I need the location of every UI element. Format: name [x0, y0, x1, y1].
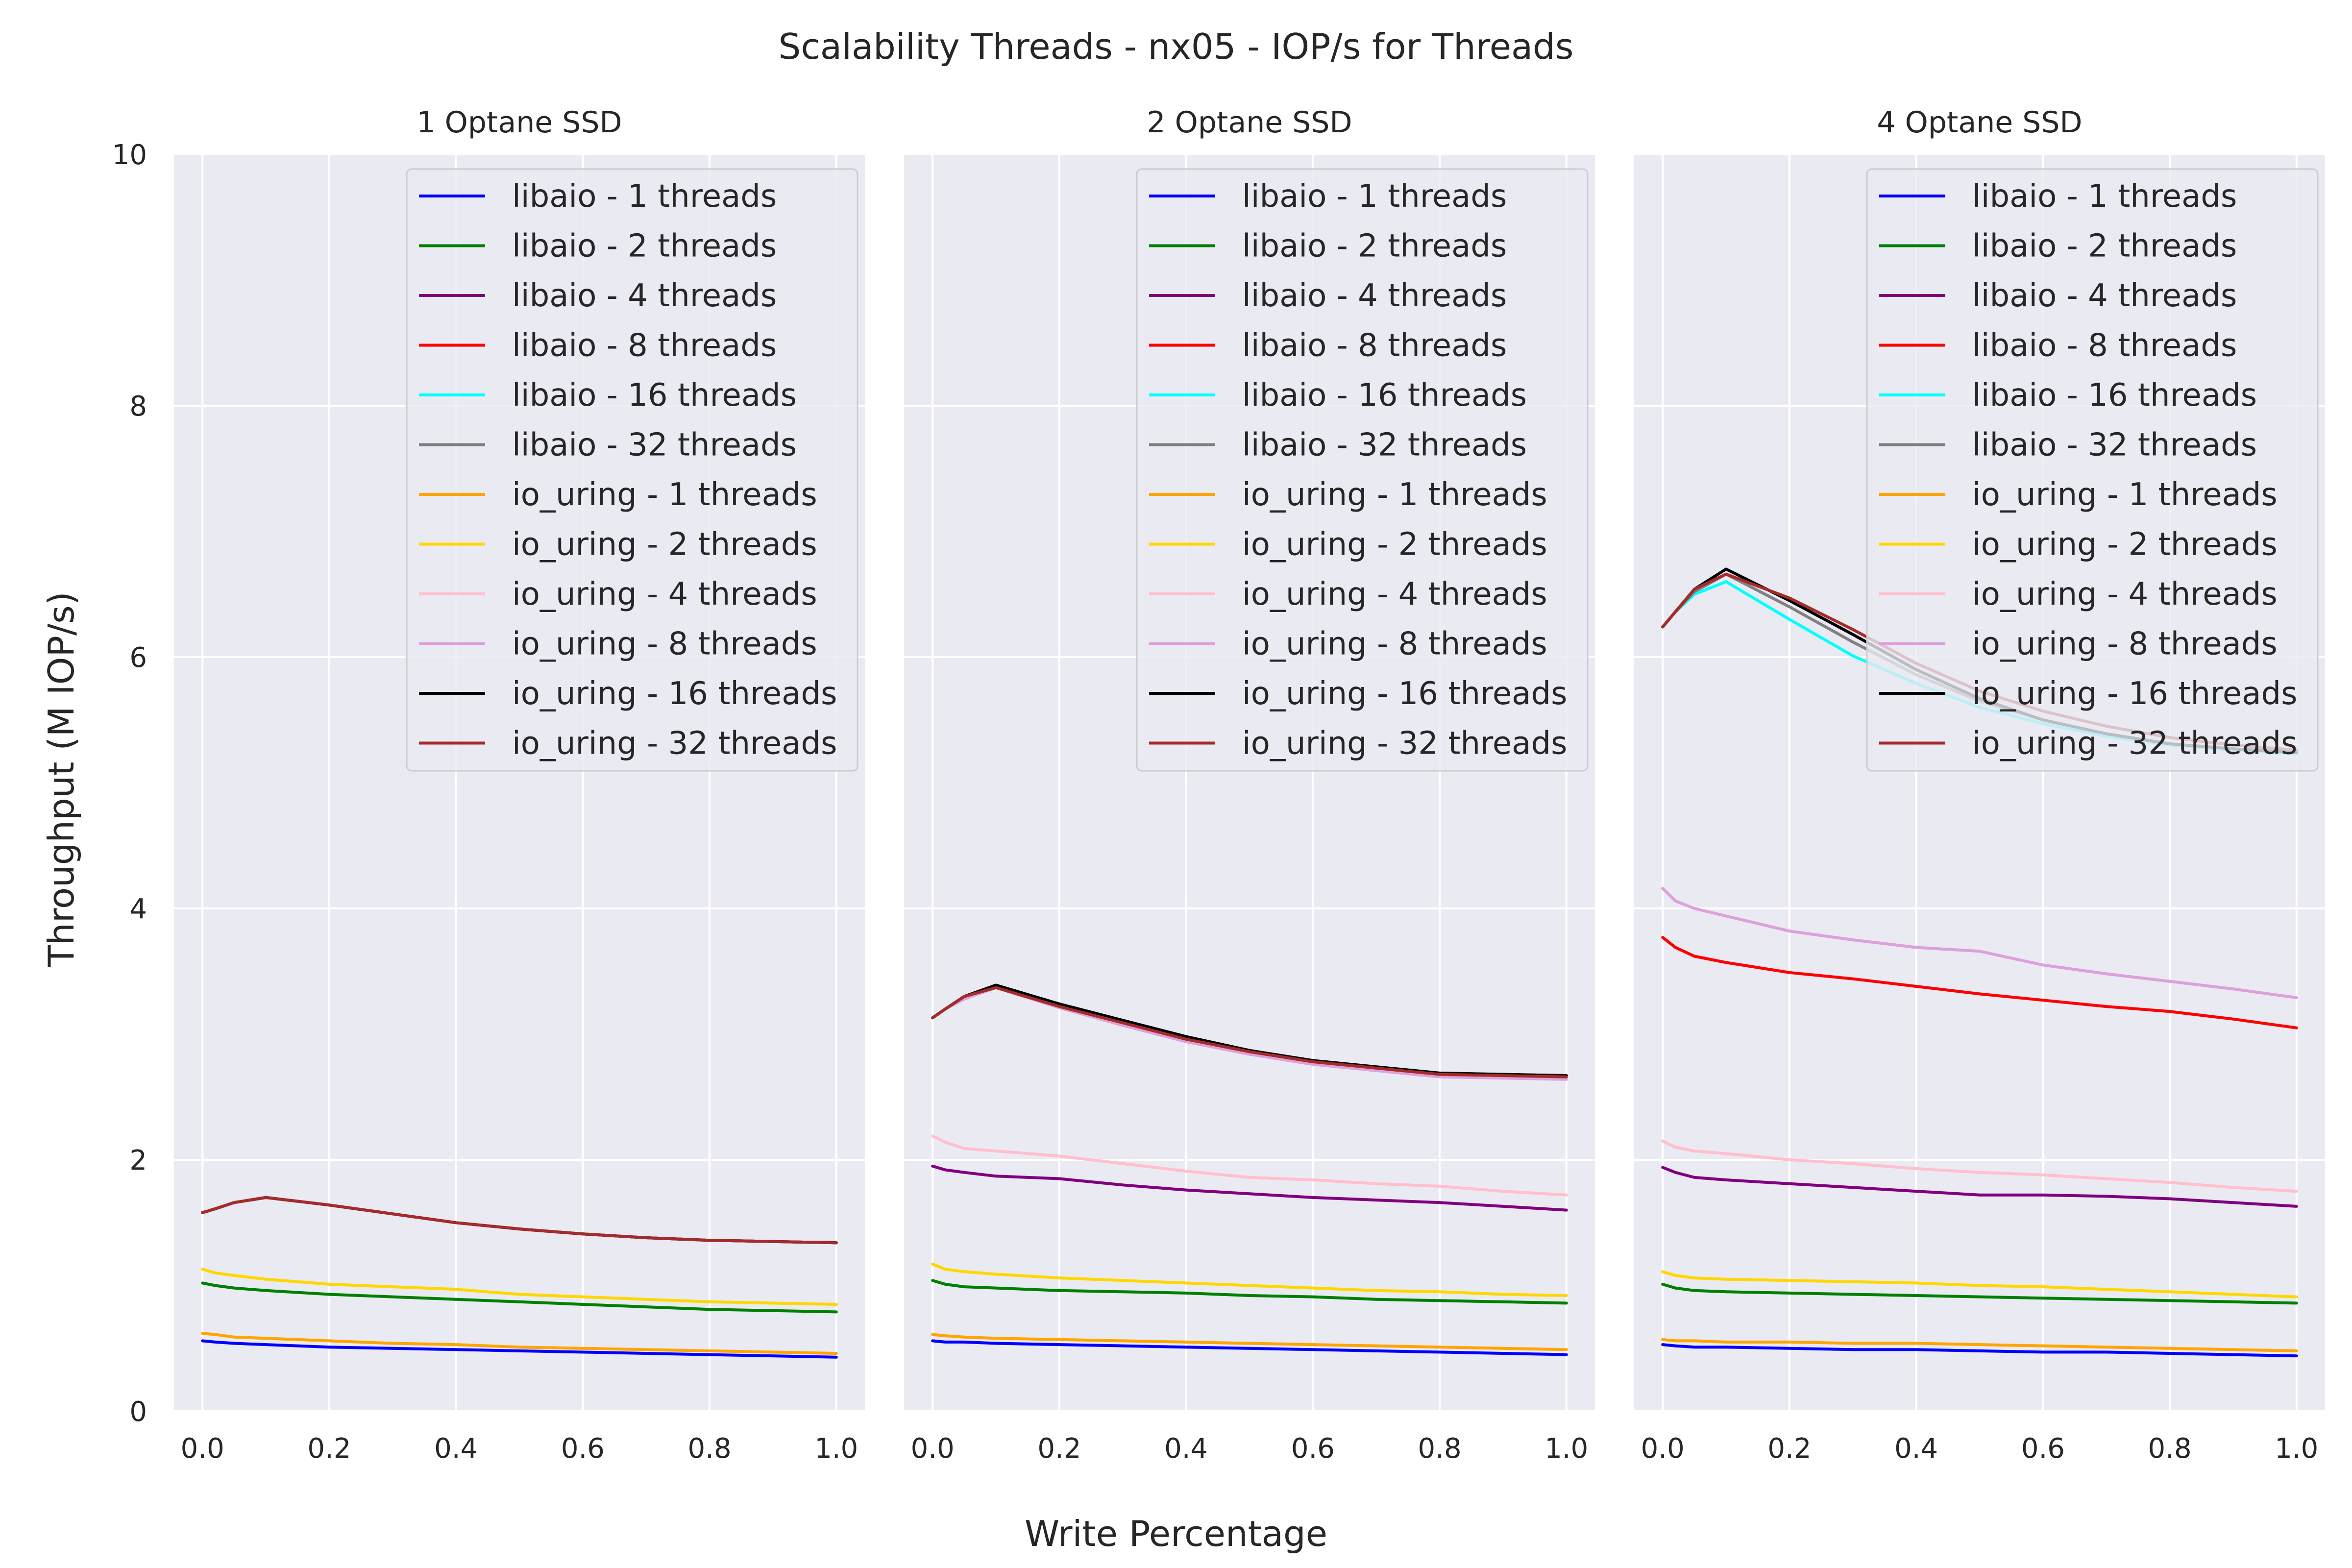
series-line-libaio-1-threads — [1661, 1343, 2298, 1358]
series-line-io-uring-2-threads — [931, 1262, 1568, 1297]
panels: 0.0 0.2 0.4 0.6 0.8 1.0 0 2 4 6 8 10 1 Optane SSD lib… — [112, 105, 2325, 1465]
series-line-libaio-2-threads — [201, 1281, 838, 1314]
legend-label: libaio - 32 threads — [1242, 427, 1527, 464]
series-line-libaio-1-threads — [201, 1339, 838, 1359]
series-line-libaio-1-threads — [931, 1339, 1568, 1356]
legend-label: io_uring - 32 threads — [1242, 726, 1567, 762]
legend-box — [1136, 168, 1589, 772]
x-tick-label: 0.8 — [1418, 1433, 1462, 1465]
x-tick-label: 0.0 — [1641, 1433, 1685, 1465]
series-line-io-uring-1-threads — [1661, 1338, 2298, 1352]
series-line-io-uring-2-threads — [1661, 1270, 2298, 1298]
panel-3: 0.0 0.2 0.4 0.6 0.8 1.0 4 Optane SSD libaio - 1… — [1634, 105, 2325, 1465]
series-line-libaio-4-threads — [931, 1164, 1568, 1212]
series-line-io-uring-32-threads — [201, 1196, 838, 1245]
legend-label: io_uring - 1 threads — [1242, 477, 1547, 513]
legend-box — [1866, 168, 2319, 772]
x-tick-label: 1.0 — [1544, 1433, 1588, 1465]
y-tick-label: 8 — [129, 391, 147, 422]
legend-label: libaio - 4 threads — [1242, 278, 1507, 314]
y-tick-label: 6 — [129, 642, 147, 674]
legend-label: io_uring - 2 threads — [1972, 527, 2278, 563]
x-tick-label: 0.0 — [181, 1433, 224, 1465]
legend-label: io_uring - 8 threads — [512, 626, 817, 662]
legend-label: libaio - 4 threads — [512, 278, 777, 314]
x-tick-label: 1.0 — [2275, 1433, 2318, 1465]
legend-label: libaio - 16 threads — [1972, 377, 2257, 414]
legend-box — [406, 168, 858, 772]
legend-label: io_uring - 32 threads — [1972, 726, 2297, 762]
series-line-libaio-8-threads — [1661, 936, 2298, 1029]
legend-label: libaio - 2 threads — [512, 228, 777, 265]
x-tick-label: 0.2 — [1037, 1433, 1081, 1465]
legend-label: io_uring - 4 threads — [1972, 576, 2278, 612]
legend: libaio - 1 threads libaio - 2 threads liba… — [1866, 168, 2319, 772]
x-tick-label: 0.4 — [1894, 1433, 1938, 1465]
x-tick-label: 0.6 — [1291, 1433, 1335, 1465]
legend-label: libaio - 32 threads — [1972, 427, 2257, 464]
panel-title: 4 Optane SSD — [1877, 105, 2082, 140]
y-tick-label: 10 — [112, 139, 147, 171]
x-tick-label: 0.8 — [2148, 1433, 2192, 1465]
x-tick-label: 1.0 — [814, 1433, 858, 1465]
y-tick-label: 4 — [129, 893, 147, 925]
legend-label: libaio - 16 threads — [1242, 377, 1527, 414]
x-tick-label: 0.8 — [688, 1433, 732, 1465]
legend-label: libaio - 2 threads — [1972, 228, 2237, 265]
x-tick-label: 0.4 — [1164, 1433, 1208, 1465]
panel-title: 2 Optane SSD — [1147, 105, 1352, 140]
series-line-io-uring-4-threads — [931, 1134, 1568, 1197]
x-tick-label: 0.0 — [911, 1433, 955, 1465]
series-line-io-uring-1-threads — [201, 1332, 838, 1355]
series-line-io-uring-8-threads — [931, 986, 1568, 1081]
series-line-io-uring-32-threads — [931, 986, 1568, 1078]
panel-2: 0.0 0.2 0.4 0.6 0.8 1.0 2 Optane SSD libaio - 1… — [904, 105, 1595, 1465]
legend-label: io_uring - 32 threads — [512, 726, 837, 762]
x-tick-label: 0.2 — [1767, 1433, 1811, 1465]
legend-label: io_uring - 1 threads — [512, 477, 817, 513]
legend-label: io_uring - 16 threads — [1972, 676, 2297, 712]
legend-label: libaio - 8 threads — [1242, 328, 1507, 364]
series-line-libaio-4-threads — [1661, 1166, 2298, 1208]
legend-label: io_uring - 16 threads — [512, 676, 837, 712]
y-axis-label: Throughput (M IOP/s) — [41, 591, 82, 967]
x-tick-label: 0.6 — [561, 1433, 605, 1465]
series-line-io-uring-8-threads — [1661, 887, 2298, 1000]
legend-label: libaio - 8 threads — [1972, 328, 2237, 364]
series-line-libaio-2-threads — [931, 1279, 1568, 1305]
legend-label: io_uring - 8 threads — [1242, 626, 1547, 662]
legend-label: io_uring - 2 threads — [1242, 527, 1547, 563]
legend-label: libaio - 1 threads — [1972, 178, 2237, 215]
y-tick-label: 0 — [129, 1396, 147, 1428]
legend-label: libaio - 8 threads — [512, 328, 777, 364]
legend-label: io_uring - 8 threads — [1972, 626, 2278, 662]
legend-label: io_uring - 1 threads — [1972, 477, 2278, 513]
series-line-io-uring-4-threads — [1661, 1139, 2298, 1193]
series-line-libaio-2-threads — [1661, 1282, 2298, 1305]
series-line-io-uring-2-threads — [201, 1268, 838, 1306]
legend-label: io_uring - 4 threads — [512, 576, 817, 612]
legend-label: io_uring - 4 threads — [1242, 576, 1547, 612]
legend-label: libaio - 2 threads — [1242, 228, 1507, 265]
series-line-io-uring-1-threads — [931, 1333, 1568, 1351]
legend: libaio - 1 threads libaio - 2 threads liba… — [406, 168, 858, 772]
y-tick-label: 2 — [129, 1145, 147, 1176]
x-tick-label: 0.4 — [434, 1433, 478, 1465]
legend-label: libaio - 32 threads — [512, 427, 797, 464]
panel-1: 0.0 0.2 0.4 0.6 0.8 1.0 0 2 4 6 8 10 1 Optane SSD lib… — [112, 105, 865, 1465]
legend-label: libaio - 1 threads — [1242, 178, 1507, 215]
legend-label: libaio - 1 threads — [512, 178, 777, 215]
x-axis-label: Write Percentage — [1025, 1513, 1327, 1554]
x-tick-label: 0.6 — [2021, 1433, 2065, 1465]
legend-label: libaio - 16 threads — [512, 377, 797, 414]
legend-label: io_uring - 16 threads — [1242, 676, 1567, 712]
legend-label: libaio - 4 threads — [1972, 278, 2237, 314]
legend-label: io_uring - 2 threads — [512, 527, 817, 563]
x-tick-label: 0.2 — [307, 1433, 351, 1465]
legend: libaio - 1 threads libaio - 2 threads liba… — [1136, 168, 1589, 772]
figure-title: Scalability Threads - nx05 - IOP/s for T… — [779, 26, 1574, 67]
panel-title: 1 Optane SSD — [416, 105, 622, 140]
